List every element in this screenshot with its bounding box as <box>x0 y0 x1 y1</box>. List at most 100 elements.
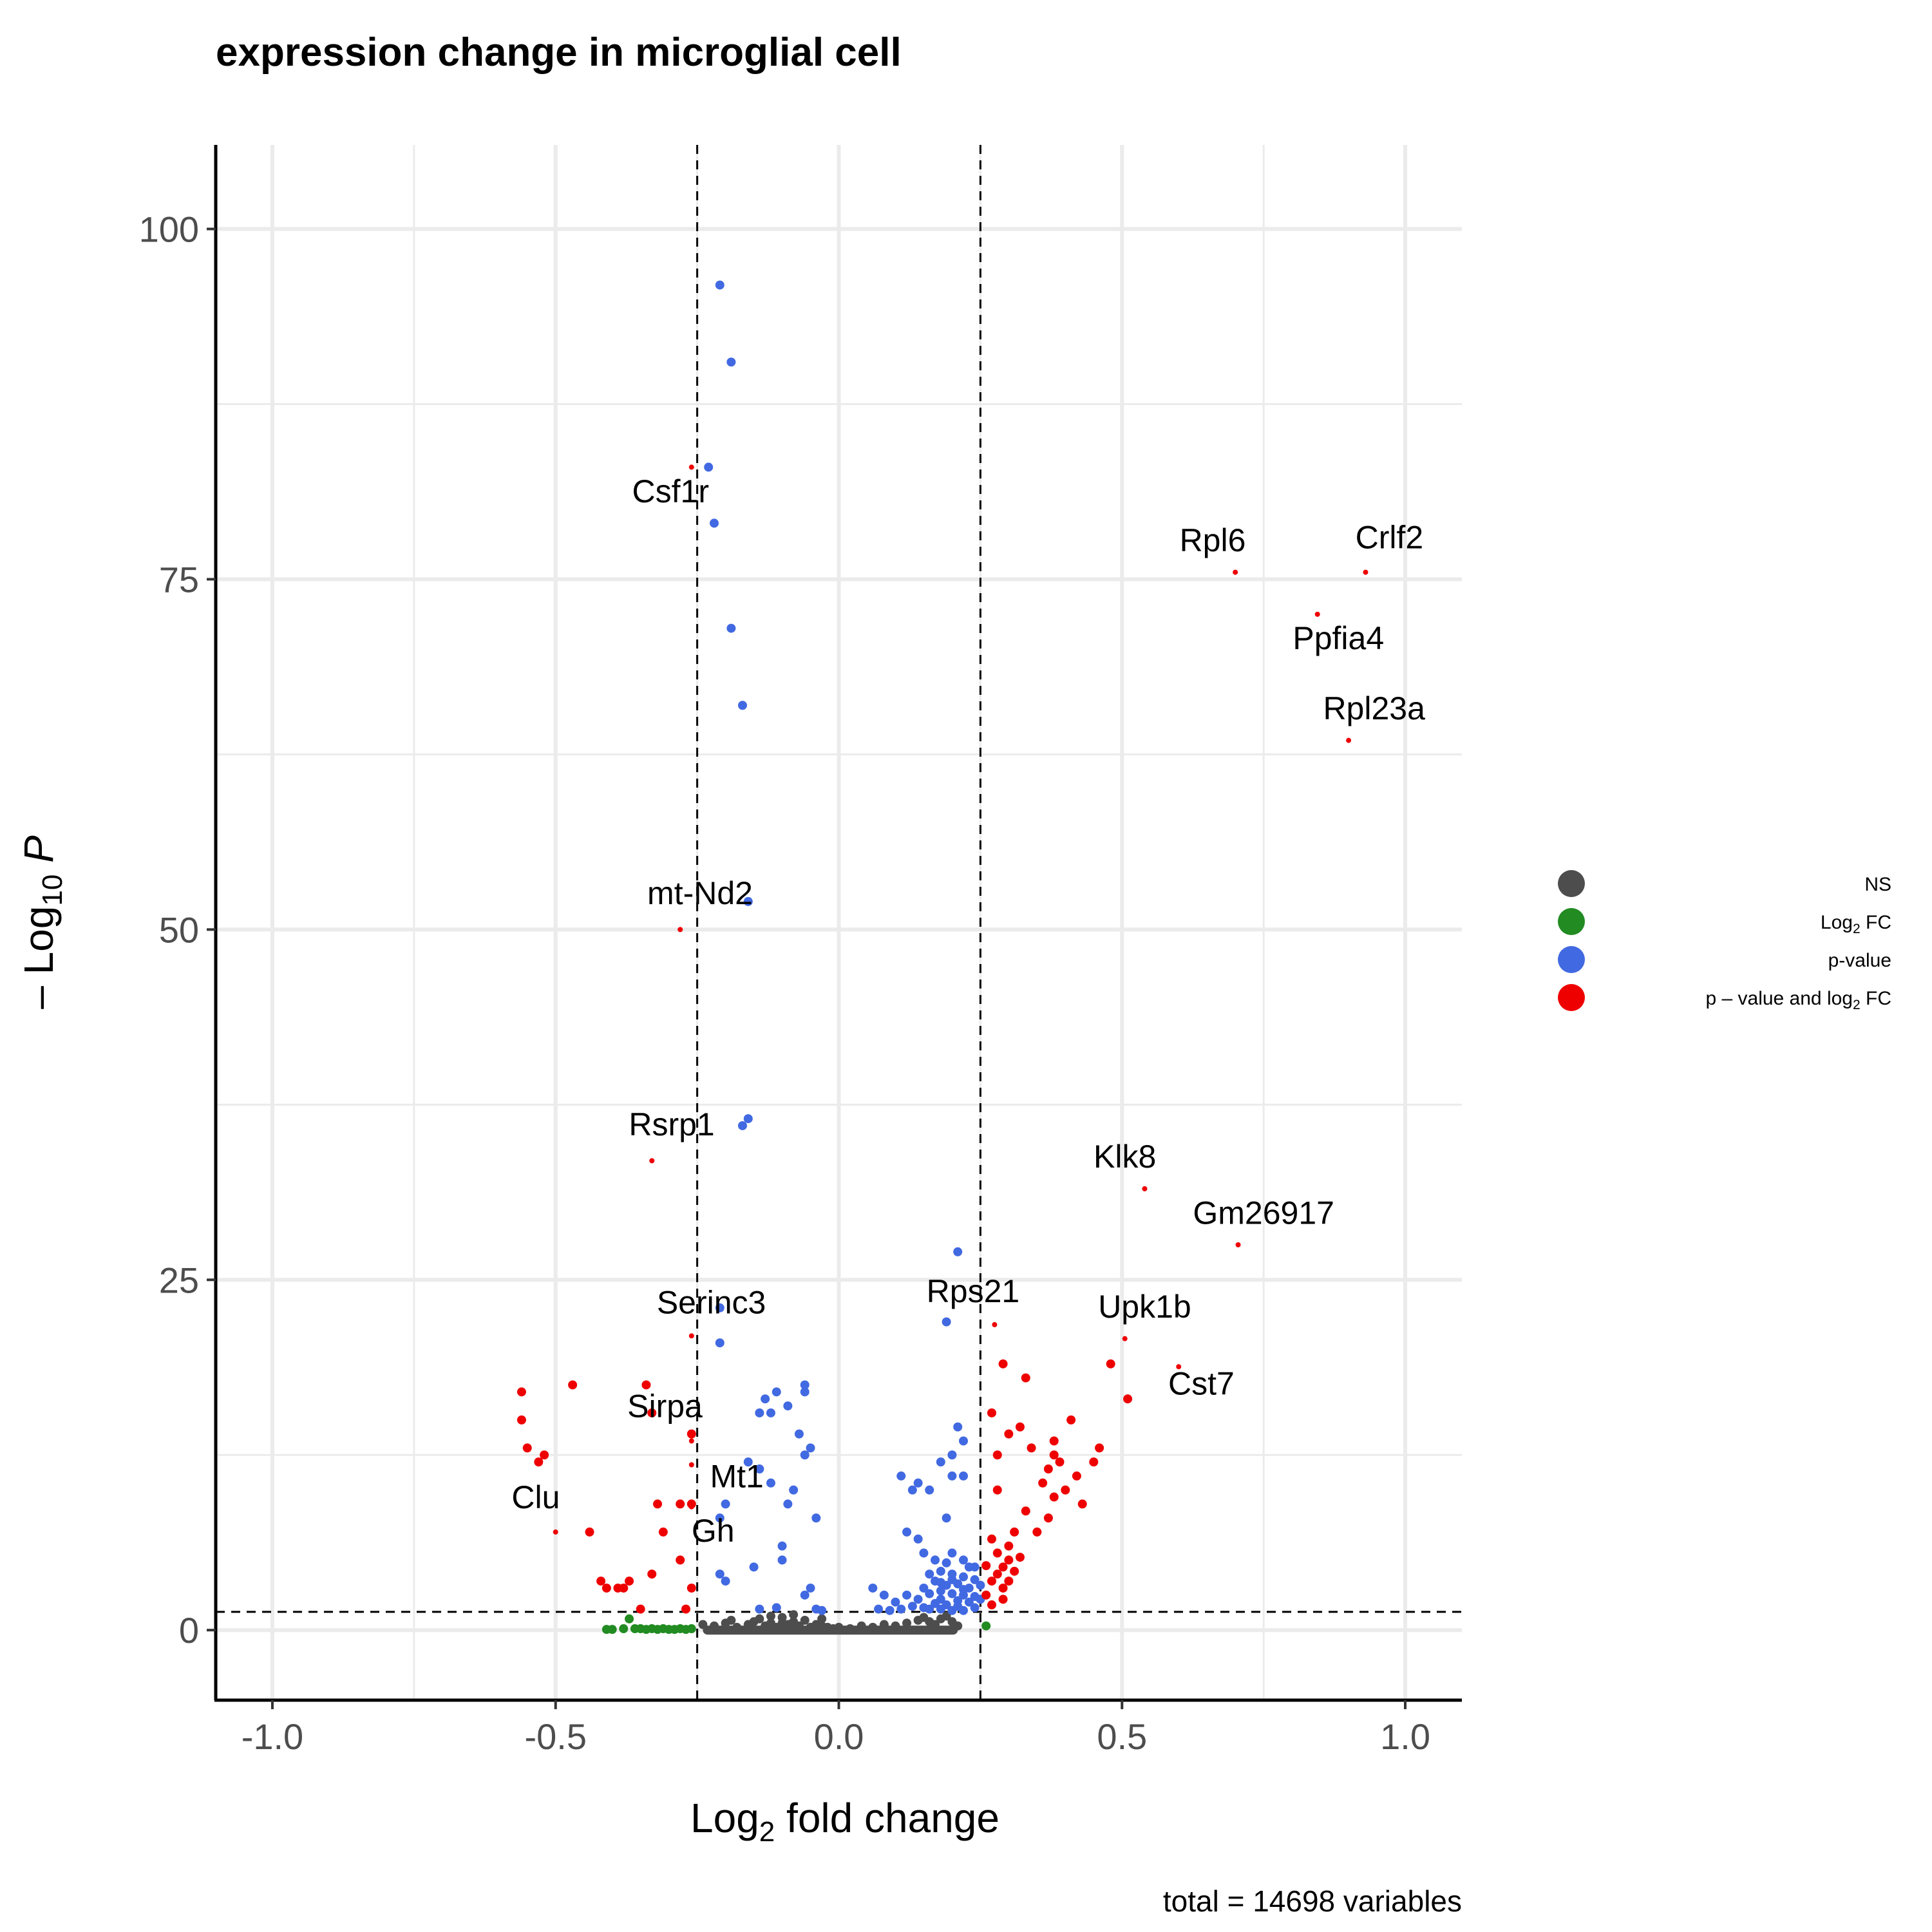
point-both <box>1072 1471 1081 1481</box>
point-p <box>947 1548 957 1558</box>
point-p <box>936 1457 945 1467</box>
point-ns <box>732 1622 742 1632</box>
point-ns <box>794 1621 804 1631</box>
point-both <box>1055 1457 1065 1467</box>
point-both <box>1004 1555 1014 1565</box>
point-p <box>879 1590 889 1600</box>
legend-swatch-fc <box>1558 908 1585 935</box>
point-both <box>1077 1499 1087 1509</box>
x-tick-label: 1.0 <box>1380 1716 1430 1757</box>
point-p <box>761 1394 770 1404</box>
point-both <box>1004 1541 1014 1551</box>
point-both <box>596 1577 606 1586</box>
point-p <box>777 1541 787 1551</box>
point-p <box>947 1471 957 1481</box>
point-p <box>970 1603 980 1613</box>
point-p <box>800 1387 810 1397</box>
point-both <box>653 1499 663 1509</box>
point-p <box>970 1562 980 1572</box>
point-both <box>1021 1506 1030 1516</box>
point-ns <box>942 1611 951 1621</box>
point-p <box>715 1569 724 1579</box>
labeled-gene-point <box>1314 611 1320 617</box>
point-p <box>919 1548 929 1558</box>
gene-label: Ppfia4 <box>1293 620 1384 656</box>
point-both <box>613 1583 623 1593</box>
point-both <box>1095 1443 1104 1453</box>
point-both <box>658 1527 668 1537</box>
point-ns <box>766 1611 775 1621</box>
point-p <box>737 701 747 710</box>
point-both <box>1021 1373 1030 1383</box>
point-both <box>998 1595 1008 1604</box>
point-ns <box>891 1621 900 1631</box>
point-both <box>568 1380 578 1390</box>
point-both <box>681 1604 691 1614</box>
point-both <box>987 1534 996 1544</box>
point-p <box>783 1401 793 1411</box>
point-fc <box>607 1625 617 1634</box>
point-both <box>676 1499 685 1509</box>
point-p <box>704 462 714 472</box>
point-p <box>947 1589 957 1598</box>
point-p <box>942 1513 951 1523</box>
point-fc <box>619 1624 629 1634</box>
point-both <box>987 1408 996 1417</box>
point-p <box>931 1555 940 1565</box>
point-both <box>992 1569 1002 1579</box>
y-tick-label: 100 <box>139 209 199 250</box>
point-both <box>1049 1436 1059 1446</box>
gene-label: Crlf2 <box>1356 520 1424 556</box>
point-p <box>959 1605 968 1615</box>
point-p <box>772 1387 781 1397</box>
data-points <box>516 280 1133 1635</box>
point-both <box>1010 1527 1019 1537</box>
point-p <box>919 1603 929 1613</box>
point-both <box>992 1548 1002 1558</box>
labeled-gene-point <box>553 1529 558 1535</box>
point-p <box>811 1513 821 1523</box>
gene-label: Rps21 <box>927 1273 1020 1309</box>
point-p <box>936 1566 945 1576</box>
point-both <box>676 1555 685 1565</box>
point-p <box>715 1513 724 1523</box>
gene-label: Serinc3 <box>657 1285 766 1321</box>
point-both <box>687 1429 696 1439</box>
point-p <box>964 1597 974 1607</box>
point-p <box>959 1585 968 1595</box>
point-p <box>907 1602 917 1611</box>
y-tick-label: 0 <box>179 1610 199 1651</box>
point-both <box>998 1562 1008 1572</box>
point-ns <box>834 1622 844 1632</box>
gene-label: Gm26917 <box>1193 1195 1334 1231</box>
point-p <box>936 1578 945 1587</box>
point-p <box>749 1562 759 1572</box>
labeled-gene-point <box>649 1158 655 1164</box>
point-both <box>641 1380 651 1390</box>
point-p <box>976 1580 985 1590</box>
point-both <box>1061 1485 1070 1495</box>
point-p <box>885 1605 895 1615</box>
point-p <box>953 1247 963 1256</box>
point-p <box>936 1586 945 1596</box>
point-ns <box>710 1621 719 1631</box>
legend-label-fc: Log2 FC <box>1821 912 1891 936</box>
point-both <box>1027 1443 1036 1453</box>
point-p <box>817 1605 827 1615</box>
gene-labels: Csf1r Rpl6 Crlf2 Ppfia4 Rpl23a mt-Nd2 Rsrp1 Klk… <box>511 473 1425 1549</box>
point-p <box>959 1471 968 1481</box>
point-p <box>907 1485 917 1495</box>
point-fc <box>687 1624 696 1634</box>
labeled-gene-point <box>992 1321 998 1327</box>
point-both <box>998 1359 1008 1368</box>
labeled-gene-point <box>1176 1364 1182 1370</box>
point-ns <box>857 1621 866 1631</box>
chart-title: expression change in microglial cell <box>216 30 902 75</box>
point-p <box>931 1598 940 1608</box>
x-axis-title: Log2 fold change <box>690 1795 999 1848</box>
point-p <box>721 1499 730 1509</box>
point-both <box>540 1450 549 1460</box>
point-p <box>800 1450 810 1460</box>
gene-label: Cst7 <box>1168 1366 1235 1402</box>
gene-label: Csf1r <box>632 473 709 509</box>
